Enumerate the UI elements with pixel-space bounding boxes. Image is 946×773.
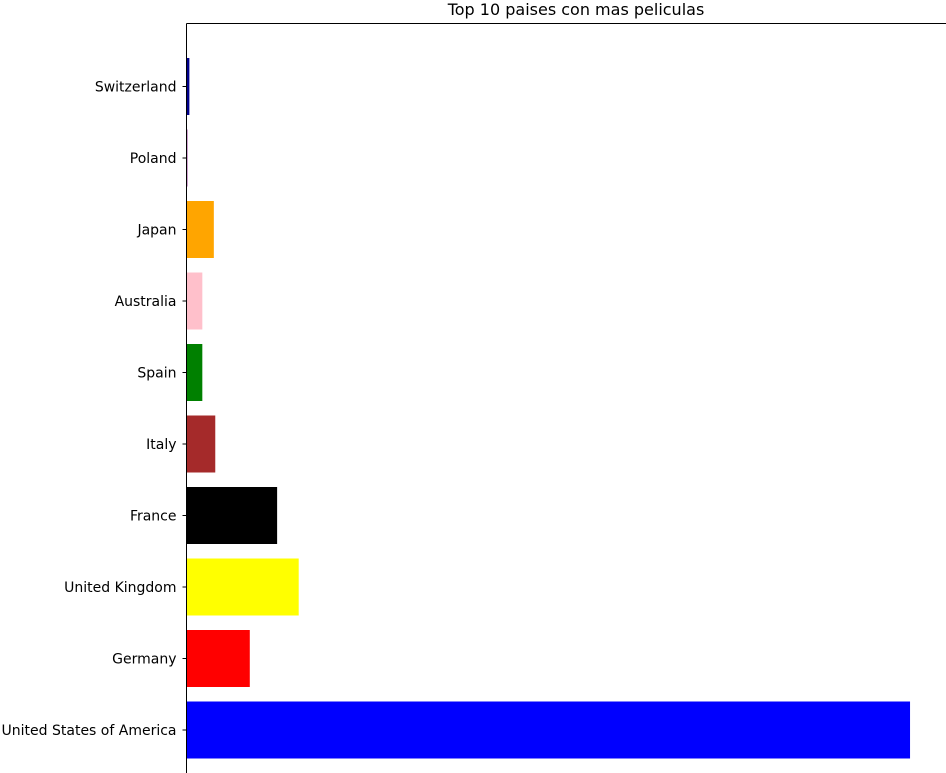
y-tick-label-switzerland: Switzerland: [95, 80, 177, 96]
y-tick-label-germany: Germany: [112, 652, 176, 668]
y-tick-label-spain: Spain: [137, 366, 176, 382]
bar-italy: [186, 415, 216, 473]
bar-spain: [186, 344, 203, 401]
bar-united-kingdom: [186, 558, 299, 616]
y-tick-label-poland: Poland: [130, 151, 177, 167]
bar-switzerland: [186, 58, 190, 115]
y-tick-label-united-kingdom: United Kingdom: [64, 580, 176, 596]
bar-germany: [186, 630, 250, 687]
y-ticks-layer: United States of America Germany United Ki…: [2, 80, 187, 739]
y-tick-label-italy: Italy: [146, 437, 176, 453]
bars-layer: [186, 58, 911, 759]
bar-japan: [186, 201, 214, 258]
bar-united-states-of-america: [186, 701, 911, 759]
bar-france: [186, 487, 278, 544]
y-tick-label-united-states-of-america: United States of America: [2, 723, 177, 739]
chart-title: Top 10 paises con mas peliculas: [447, 0, 705, 19]
y-tick-label-france: France: [130, 509, 177, 525]
y-tick-label-australia: Australia: [115, 294, 177, 310]
bar-australia: [186, 272, 203, 330]
y-tick-label-japan: Japan: [136, 223, 176, 239]
